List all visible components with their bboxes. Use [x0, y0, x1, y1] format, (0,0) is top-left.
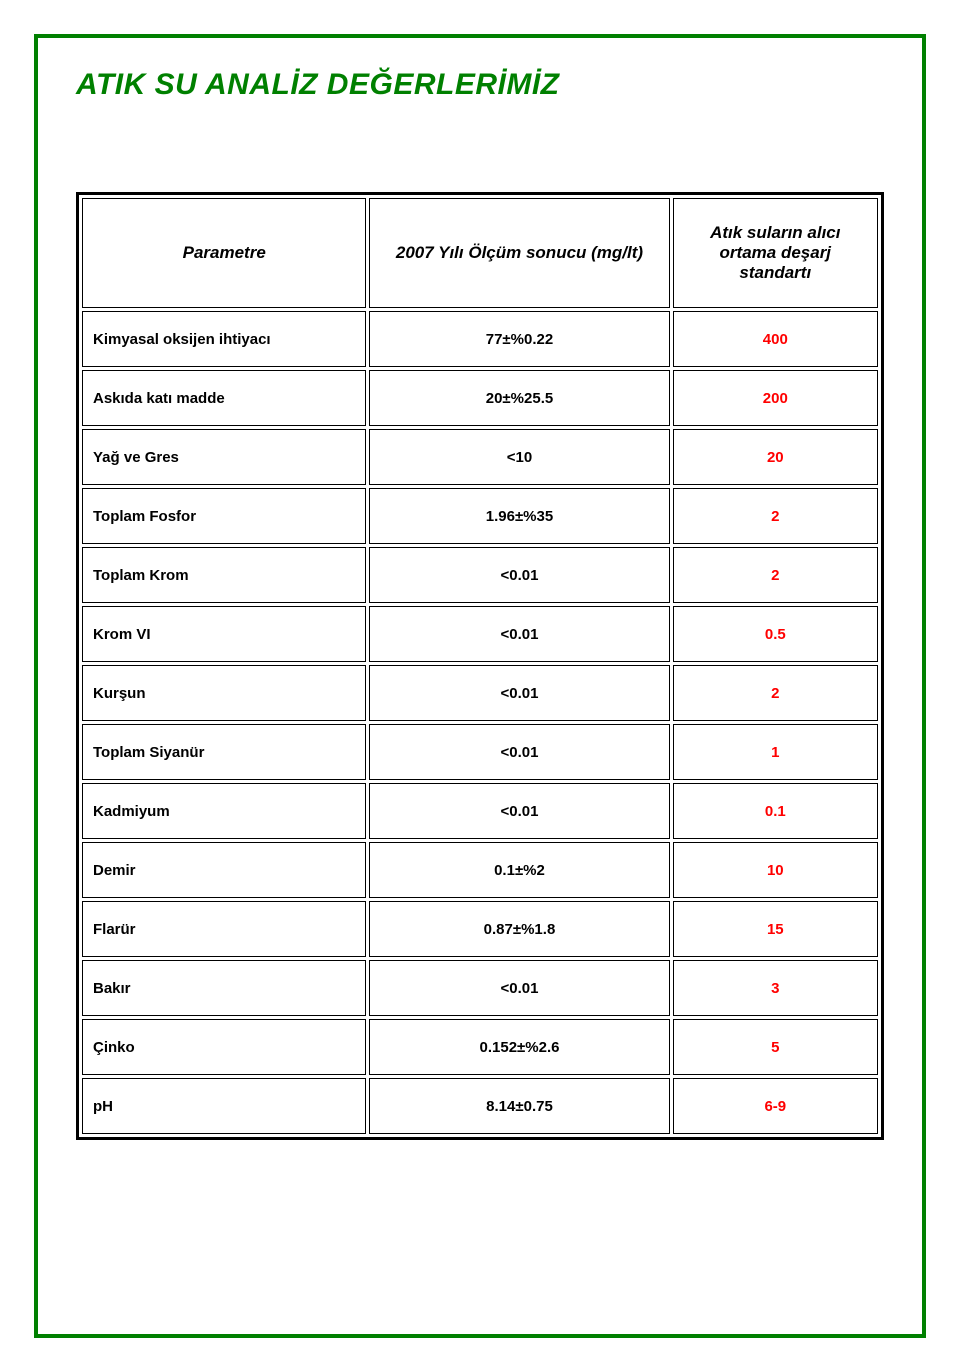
page-title: ATIK SU ANALİZ DEĞERLERİMİZ	[76, 68, 884, 102]
cell-standard: 10	[673, 842, 878, 898]
cell-standard: 2	[673, 488, 878, 544]
table-row: Krom VI<0.010.5	[82, 606, 878, 662]
table-row: pH8.14±0.756-9	[82, 1078, 878, 1134]
cell-parameter: Toplam Siyanür	[82, 724, 366, 780]
cell-value: 0.87±%1.8	[369, 901, 669, 957]
cell-parameter: Askıda katı madde	[82, 370, 366, 426]
cell-value: 77±%0.22	[369, 311, 669, 367]
cell-parameter: Toplam Fosfor	[82, 488, 366, 544]
table-row: Demir0.1±%210	[82, 842, 878, 898]
cell-parameter: Flarür	[82, 901, 366, 957]
table-header-row: Parametre 2007 Yılı Ölçüm sonucu (mg/lt)…	[82, 198, 878, 308]
page-frame: ATIK SU ANALİZ DEĞERLERİMİZ Parametre 20…	[34, 34, 926, 1338]
table-row: Bakır<0.013	[82, 960, 878, 1016]
header-standard: Atık suların alıcı ortama deşarj standar…	[673, 198, 878, 308]
table-row: Toplam Siyanür<0.011	[82, 724, 878, 780]
table-row: Toplam Fosfor1.96±%352	[82, 488, 878, 544]
cell-value: <0.01	[369, 606, 669, 662]
cell-parameter: Toplam Krom	[82, 547, 366, 603]
cell-value: <0.01	[369, 547, 669, 603]
cell-standard: 0.1	[673, 783, 878, 839]
cell-value: 0.152±%2.6	[369, 1019, 669, 1075]
cell-parameter: Kurşun	[82, 665, 366, 721]
table-row: Toplam Krom<0.012	[82, 547, 878, 603]
cell-value: <0.01	[369, 783, 669, 839]
cell-parameter: Krom VI	[82, 606, 366, 662]
cell-value: 1.96±%35	[369, 488, 669, 544]
cell-parameter: Bakır	[82, 960, 366, 1016]
cell-value: 8.14±0.75	[369, 1078, 669, 1134]
cell-standard: 400	[673, 311, 878, 367]
table-row: Kadmiyum<0.010.1	[82, 783, 878, 839]
header-value: 2007 Yılı Ölçüm sonucu (mg/lt)	[369, 198, 669, 308]
cell-standard: 15	[673, 901, 878, 957]
cell-value: 20±%25.5	[369, 370, 669, 426]
cell-standard: 6-9	[673, 1078, 878, 1134]
cell-parameter: Yağ ve Gres	[82, 429, 366, 485]
cell-value: <0.01	[369, 724, 669, 780]
cell-standard: 3	[673, 960, 878, 1016]
cell-parameter: Demir	[82, 842, 366, 898]
cell-parameter: Kadmiyum	[82, 783, 366, 839]
cell-parameter: pH	[82, 1078, 366, 1134]
cell-value: <0.01	[369, 665, 669, 721]
cell-standard: 20	[673, 429, 878, 485]
cell-value: <10	[369, 429, 669, 485]
cell-standard: 0.5	[673, 606, 878, 662]
analysis-table: Parametre 2007 Yılı Ölçüm sonucu (mg/lt)…	[76, 192, 884, 1140]
cell-parameter: Kimyasal oksijen ihtiyacı	[82, 311, 366, 367]
table-row: Yağ ve Gres<1020	[82, 429, 878, 485]
table-row: Askıda katı madde20±%25.5200	[82, 370, 878, 426]
header-parameter: Parametre	[82, 198, 366, 308]
cell-standard: 2	[673, 665, 878, 721]
cell-standard: 2	[673, 547, 878, 603]
table-row: Kimyasal oksijen ihtiyacı77±%0.22400	[82, 311, 878, 367]
page-container: ATIK SU ANALİZ DEĞERLERİMİZ Parametre 20…	[0, 0, 960, 1372]
table-row: Çinko0.152±%2.65	[82, 1019, 878, 1075]
cell-standard: 5	[673, 1019, 878, 1075]
cell-standard: 1	[673, 724, 878, 780]
table-row: Flarür0.87±%1.815	[82, 901, 878, 957]
table-row: Kurşun<0.012	[82, 665, 878, 721]
cell-parameter: Çinko	[82, 1019, 366, 1075]
cell-value: 0.1±%2	[369, 842, 669, 898]
cell-value: <0.01	[369, 960, 669, 1016]
cell-standard: 200	[673, 370, 878, 426]
